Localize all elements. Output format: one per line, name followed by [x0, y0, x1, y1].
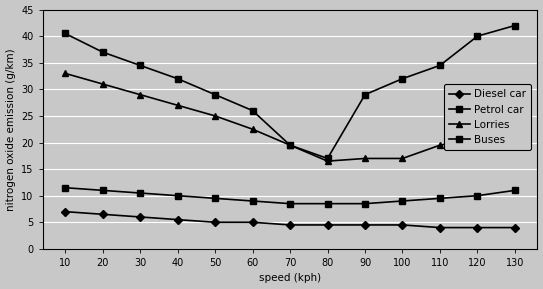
Lorries [362, 157, 368, 160]
Diesel car [512, 226, 518, 229]
Petrol car [437, 197, 443, 200]
Buses [212, 93, 218, 96]
Y-axis label: nitrogen oxide emission (g/km): nitrogen oxide emission (g/km) [5, 48, 16, 210]
Diesel car [399, 223, 406, 227]
Lorries [474, 136, 481, 139]
Petrol car [399, 199, 406, 203]
Line: Petrol car: Petrol car [62, 185, 517, 206]
Buses [437, 64, 443, 67]
Buses [174, 77, 181, 80]
Lorries [287, 143, 293, 147]
Petrol car [137, 191, 143, 195]
Diesel car [474, 226, 481, 229]
Lorries [62, 72, 68, 75]
X-axis label: speed (kph): speed (kph) [259, 273, 321, 284]
Diesel car [287, 223, 293, 227]
Petrol car [362, 202, 368, 205]
Buses [287, 143, 293, 147]
Diesel car [62, 210, 68, 213]
Petrol car [212, 197, 218, 200]
Lorries [212, 114, 218, 118]
Lorries [174, 103, 181, 107]
Petrol car [174, 194, 181, 197]
Diesel car [137, 215, 143, 219]
Petrol car [324, 202, 331, 205]
Lorries [137, 93, 143, 96]
Lorries [437, 143, 443, 147]
Buses [62, 32, 68, 35]
Petrol car [474, 194, 481, 197]
Line: Diesel car: Diesel car [62, 209, 517, 230]
Legend: Diesel car, Petrol car, Lorries, Buses: Diesel car, Petrol car, Lorries, Buses [444, 84, 531, 150]
Diesel car [99, 213, 106, 216]
Lorries [399, 157, 406, 160]
Petrol car [62, 186, 68, 189]
Diesel car [324, 223, 331, 227]
Diesel car [437, 226, 443, 229]
Petrol car [99, 189, 106, 192]
Lorries [249, 127, 256, 131]
Buses [512, 24, 518, 27]
Diesel car [249, 221, 256, 224]
Petrol car [249, 199, 256, 203]
Diesel car [174, 218, 181, 221]
Buses [399, 77, 406, 80]
Petrol car [512, 189, 518, 192]
Diesel car [212, 221, 218, 224]
Lorries [99, 82, 106, 86]
Buses [99, 50, 106, 54]
Lorries [324, 159, 331, 163]
Buses [324, 157, 331, 160]
Buses [362, 93, 368, 96]
Lorries [512, 125, 518, 128]
Petrol car [287, 202, 293, 205]
Buses [474, 34, 481, 38]
Buses [137, 64, 143, 67]
Buses [249, 109, 256, 112]
Line: Buses: Buses [62, 23, 517, 161]
Line: Lorries: Lorries [62, 70, 519, 165]
Diesel car [362, 223, 368, 227]
